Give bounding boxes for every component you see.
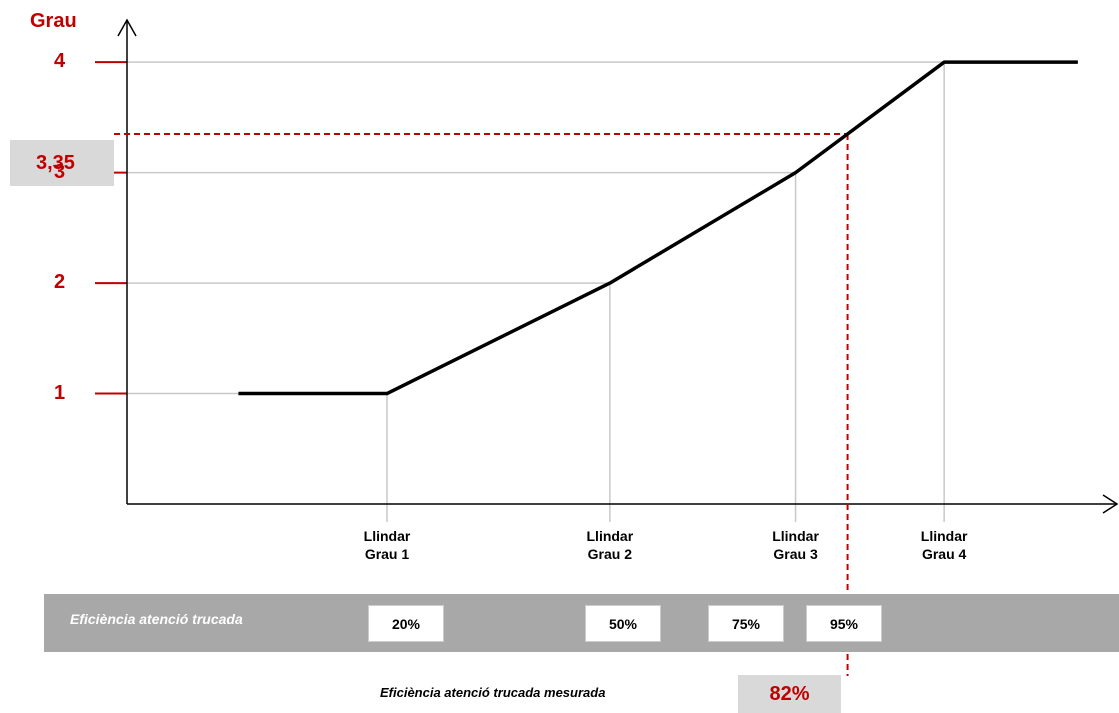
threshold-pct-3: 75% [708, 605, 784, 642]
grau-curve [238, 60, 1078, 396]
efficiency-strip-label: Eficiència atenció trucada [70, 611, 243, 627]
y-tick-label-2: 2 [54, 271, 66, 294]
measured-grau-box [10, 140, 114, 186]
measured-efficiency-label: Eficiència atenció trucada mesurada [380, 685, 606, 700]
threshold-pct-1: 20% [368, 605, 444, 642]
x-axis-arrow [1102, 494, 1119, 514]
threshold-pct-2: 50% [585, 605, 661, 642]
measured-grau-value: 3,35 [36, 152, 75, 174]
y-tick-label-1: 1 [54, 381, 66, 404]
y-tick-label-3: 3 [54, 160, 66, 183]
y-tick-label-4: 4 [54, 50, 66, 73]
threshold-pct-4: 95% [806, 605, 882, 642]
threshold-label-2: Llindar Grau 2 [586, 528, 634, 562]
y-axis-arrow [117, 18, 137, 37]
threshold-label-1: Llindar Grau 1 [363, 528, 411, 562]
measured-efficiency-value: 82% [738, 675, 841, 713]
efficiency-strip [44, 594, 1119, 652]
y-axis-title: Grau [30, 10, 77, 32]
threshold-label-3: Llindar Grau 3 [772, 528, 819, 562]
threshold-label-4: Llindar Grau 4 [920, 528, 968, 562]
